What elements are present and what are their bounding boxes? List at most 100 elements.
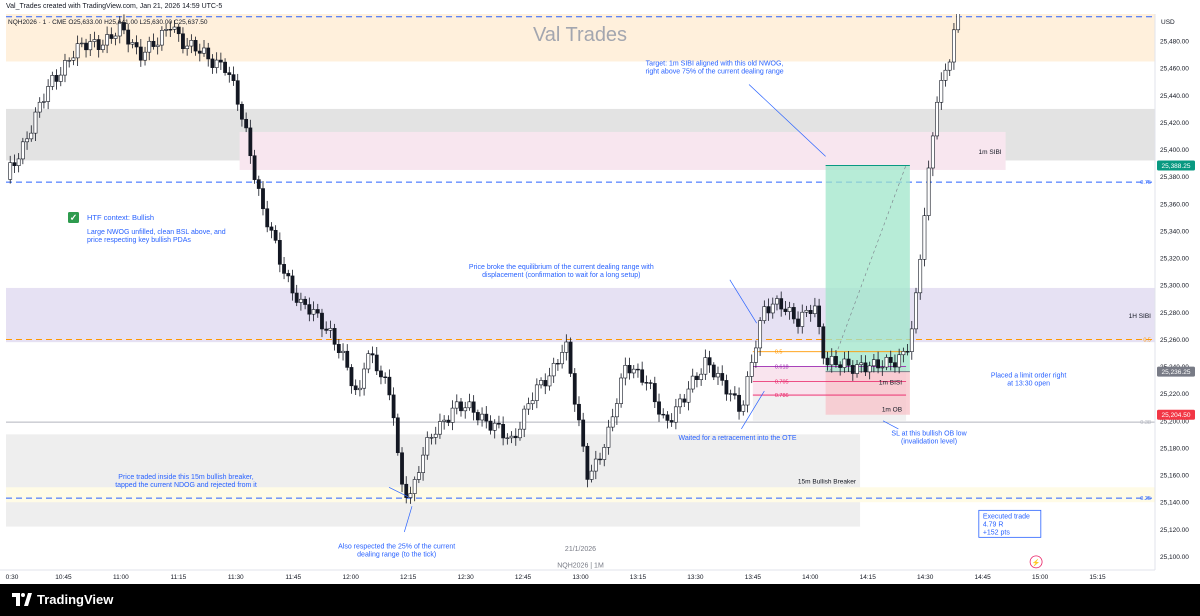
candle-bear: [303, 298, 308, 305]
candle-bull: [914, 292, 918, 330]
candle-bear: [109, 34, 114, 39]
candle-bull: [172, 26, 177, 30]
x-tick-label: 0:30: [6, 574, 19, 581]
y-tick-label: 25,260.00: [1160, 337, 1189, 344]
candle-bull: [480, 413, 484, 421]
tradingview-logo[interactable]: TradingView: [12, 592, 113, 607]
candle-bear: [497, 422, 501, 425]
candle-bull: [143, 51, 147, 61]
candle-bull: [366, 353, 371, 370]
y-tick-label: 25,340.00: [1160, 228, 1189, 235]
candle-bull: [909, 328, 914, 352]
candle-bull: [741, 404, 746, 412]
y-tick-label: 25,300.00: [1160, 283, 1189, 290]
candle-bull: [947, 61, 952, 71]
candle-bull: [425, 437, 430, 456]
candle-bear: [783, 308, 788, 312]
candle-bull: [429, 437, 434, 439]
candle-bull: [37, 101, 42, 113]
candle-bear: [834, 356, 838, 366]
candle-bear: [320, 312, 324, 330]
annotation-text: Target: 1m SIBI aligned with this old NW…: [646, 61, 784, 68]
annotation-text: right above 75% of the current dealing r…: [645, 69, 783, 76]
candle-bull: [606, 426, 611, 448]
candle-bull: [311, 309, 316, 315]
candle-bull: [75, 43, 80, 59]
annotation-text: tapped the current NDOG and rejected fro…: [115, 482, 257, 489]
candle-bear: [400, 452, 404, 485]
candle-bull: [357, 387, 362, 391]
candle-bear: [138, 46, 143, 61]
candle-bear: [223, 61, 227, 73]
zone-rect: [6, 14, 1155, 62]
candle-bull: [113, 35, 118, 39]
candle-bear: [126, 29, 131, 45]
symbol-ohlc-line: NQH2026 · 1 · CME O25,633.00 H25,641.00 …: [8, 19, 208, 26]
candle-bull: [416, 472, 421, 480]
candle-bear: [231, 74, 236, 81]
candle-bull: [492, 422, 497, 431]
candle-bull: [842, 358, 847, 368]
candle-bear: [265, 208, 270, 228]
annotation-text: SL at this bullish OB low: [891, 431, 967, 438]
candle-bull: [147, 40, 152, 53]
candle-bull: [522, 408, 527, 430]
candle-bull: [442, 419, 447, 422]
candle-bull: [749, 362, 754, 377]
candle-bull: [71, 57, 76, 61]
x-tick-label: 13:00: [572, 574, 589, 581]
candle-bull: [463, 407, 468, 412]
candle-bull: [164, 29, 168, 31]
candle-bull: [202, 47, 206, 54]
candle-bull: [699, 373, 704, 380]
chart-credit-bar: Val_Trades created with TradingView.com,…: [0, 0, 1200, 14]
candle-bull: [631, 368, 636, 374]
candle-bear: [577, 403, 581, 421]
candle-bear: [640, 369, 645, 383]
candle-bear: [248, 127, 253, 157]
candle-bull: [189, 40, 194, 47]
position-stop-zone: [825, 371, 910, 415]
candle-bear: [636, 368, 640, 371]
candle-bull: [105, 34, 110, 46]
candle-bear: [122, 22, 126, 31]
candle-bull: [547, 375, 552, 387]
candle-bull: [787, 307, 792, 312]
candle-bull: [897, 354, 902, 368]
candle-bear: [218, 59, 223, 63]
y-tick-label: 25,160.00: [1160, 473, 1189, 480]
y-tick-label: 25,140.00: [1160, 500, 1189, 507]
candle-bear: [724, 380, 729, 395]
check-icon-glyph: ✓: [70, 213, 78, 223]
candle-bear: [488, 420, 493, 431]
candle-bear: [206, 47, 211, 60]
candle-bull: [690, 375, 695, 390]
candle-bear: [286, 273, 291, 277]
price-badge-label: 25,204.50: [1162, 412, 1191, 419]
candle-bull: [758, 320, 763, 349]
candle-bull: [614, 403, 619, 418]
candle-bull: [92, 39, 97, 42]
candle-bear: [475, 412, 480, 421]
candle-bear: [273, 230, 278, 241]
candle-bull: [88, 41, 93, 51]
x-tick-label: 11:15: [170, 574, 186, 581]
y-tick-label: 25,420.00: [1160, 120, 1189, 127]
annotation-text: Price broke the equilibrium of the curre…: [469, 264, 654, 271]
candle-bear: [905, 351, 910, 353]
x-tick-label: 10:45: [55, 574, 72, 581]
candle-bull: [467, 401, 472, 409]
candle-bull: [623, 365, 628, 379]
candle-bull: [328, 328, 333, 331]
currency-label: USD: [1161, 19, 1175, 26]
candle-bear: [391, 394, 396, 419]
candle-bear: [240, 103, 244, 120]
price-chart[interactable]: 1m SIBI 1H SIBI 1m BISI 1m OB 15m Bullish Br…: [0, 0, 1200, 584]
candle-bull: [130, 42, 135, 45]
candle-bull: [956, 2, 961, 31]
candle-bear: [695, 375, 699, 380]
candle-bear: [269, 226, 274, 231]
candle-bull: [539, 380, 543, 386]
chart-canvas[interactable]: 1m SIBI 1H SIBI 1m BISI 1m OB 15m Bullish Br…: [0, 0, 1200, 584]
x-tick-label: 14:30: [917, 574, 934, 581]
